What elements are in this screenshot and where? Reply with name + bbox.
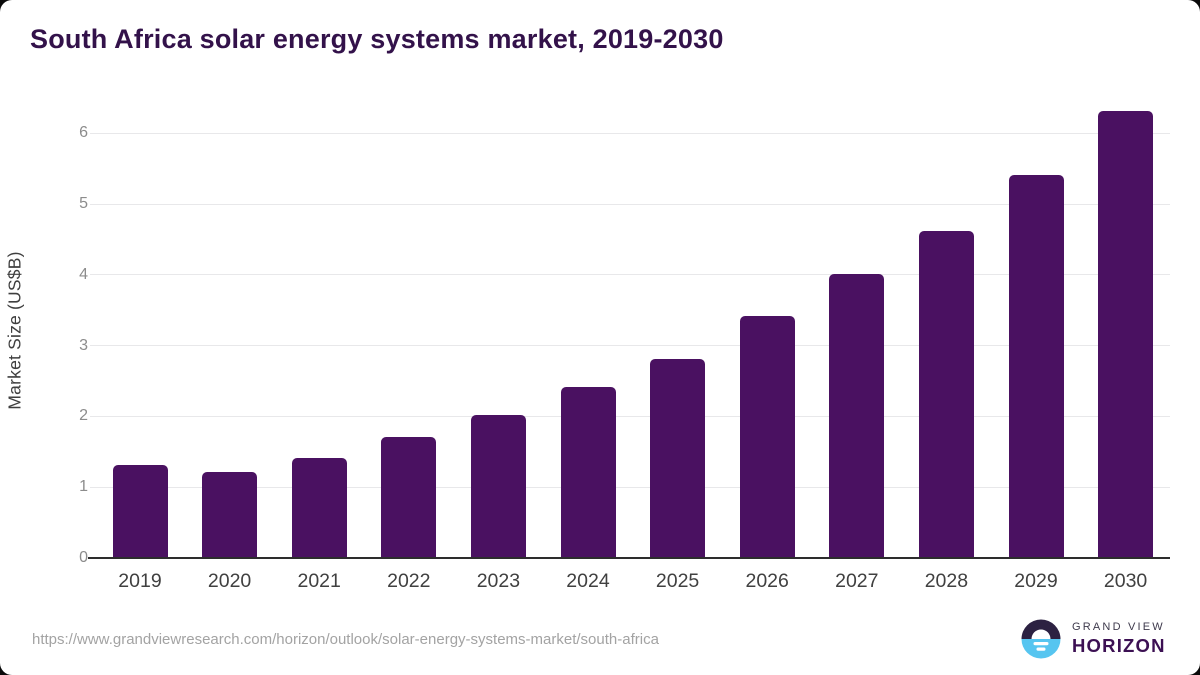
y-tick-3: 3: [79, 336, 88, 354]
gridline-y1: [90, 486, 1170, 488]
x-tick-2025: 2025: [655, 570, 700, 592]
y-tick-1: 1: [79, 478, 88, 496]
x-tick-2020: 2020: [207, 570, 252, 592]
brand-name-top: GRAND VIEW: [1072, 621, 1165, 633]
y-tick-4: 4: [79, 265, 88, 283]
bar-2030: [1098, 111, 1154, 557]
x-tick-2024: 2024: [566, 570, 610, 592]
bar-2029: [1008, 174, 1064, 557]
brand-name-bottom: HORIZON: [1072, 635, 1166, 656]
brand-logo-text: GRAND VIEW HORIZON: [1072, 621, 1166, 657]
x-tick-2022: 2022: [387, 570, 431, 592]
gridline-y2: [90, 415, 1170, 417]
y-tick-2: 2: [79, 407, 88, 425]
bar-2025: [650, 358, 706, 557]
gridline-y3: [90, 345, 1170, 347]
y-axis-title: Market Size (US$B): [4, 251, 25, 410]
x-tick-2023: 2023: [476, 570, 521, 592]
bar-2020: [202, 472, 258, 557]
y-tick-6: 6: [79, 124, 88, 142]
gridline-y6: [90, 132, 1170, 134]
bar-2023: [470, 415, 526, 557]
bar-2026: [739, 316, 795, 557]
brand-logo: GRAND VIEW HORIZON: [1020, 618, 1166, 660]
chart-title: South Africa solar energy systems market…: [30, 24, 724, 54]
x-tick-2030: 2030: [1103, 570, 1148, 592]
bar-2022: [381, 436, 437, 557]
x-axis-line: [88, 557, 1170, 559]
x-tick-2027: 2027: [835, 570, 879, 592]
gridline-y4: [90, 274, 1170, 276]
x-tick-2019: 2019: [118, 570, 162, 592]
x-tick-2026: 2026: [745, 570, 789, 592]
bar-2027: [829, 273, 885, 557]
bar-2024: [560, 387, 616, 557]
x-tick-2029: 2029: [1014, 570, 1058, 592]
x-tick-2028: 2028: [924, 570, 969, 592]
bar-2028: [918, 231, 974, 557]
y-tick-0: 0: [79, 549, 88, 566]
gridline-y5: [90, 203, 1170, 205]
bar-2021: [291, 457, 347, 557]
y-tick-5: 5: [79, 195, 88, 213]
x-tick-2021: 2021: [297, 570, 341, 592]
source-url: https://www.grandviewresearch.com/horizo…: [32, 631, 659, 648]
bar-2019: [112, 464, 168, 557]
horizon-sun-icon: [1021, 619, 1061, 659]
plot-area: [88, 100, 1170, 559]
